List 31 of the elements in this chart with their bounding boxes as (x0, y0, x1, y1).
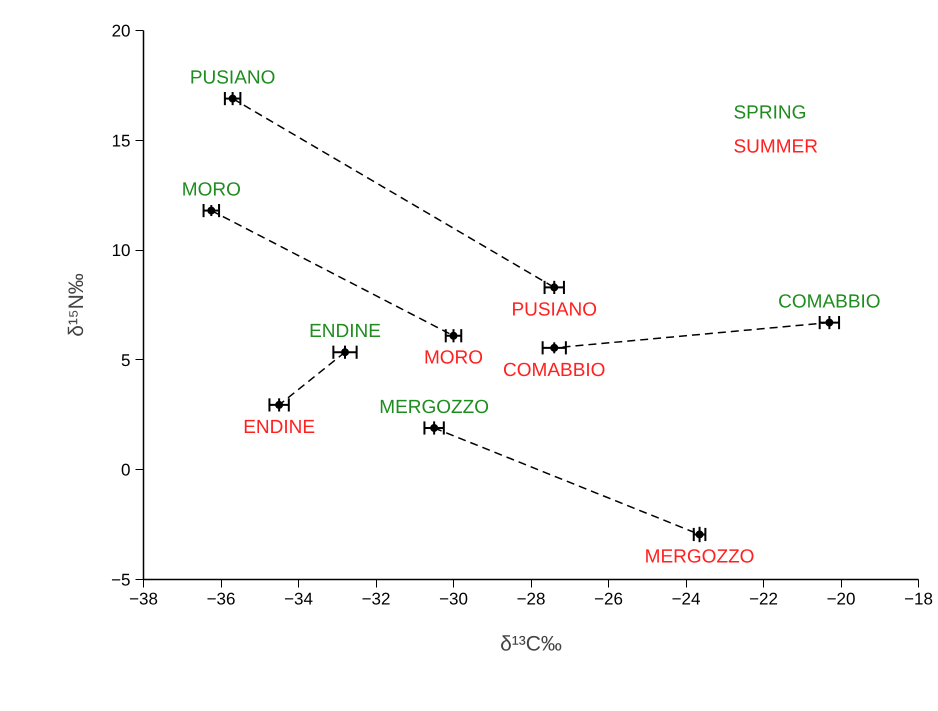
x-tick-label: −36 (206, 590, 236, 608)
x-tick-label: −18 (904, 590, 933, 608)
data-label: ENDINE (243, 416, 316, 438)
annotation: SPRING (734, 102, 806, 124)
x-tick-label: −28 (516, 590, 546, 608)
x-tick-label: −26 (594, 590, 623, 608)
data-label: MERGOZZO (644, 546, 754, 568)
data-label: MORO (182, 180, 241, 201)
data-label: ENDINE (309, 321, 381, 342)
y-axis-title: δ¹⁵N‰ (65, 273, 88, 337)
data-label: PUSIANO (511, 299, 598, 320)
x-tick-label: −34 (284, 590, 313, 608)
x-tick-label: −24 (672, 590, 700, 608)
data-label: MERGOZZO (379, 396, 490, 418)
y-tick-label: 10 (112, 241, 131, 260)
data-label: PUSIANO (190, 68, 276, 89)
y-tick-label: 20 (112, 22, 131, 40)
y-tick-label: 0 (121, 460, 131, 480)
x-tick-label: −38 (129, 590, 158, 608)
y-tick-label: 15 (112, 131, 131, 150)
x-tick-label: −30 (439, 590, 468, 608)
x-tick-label: −22 (749, 590, 778, 608)
x-tick-label: −20 (826, 590, 856, 608)
annotation: SUMMER (734, 136, 818, 158)
data-label: MORO (424, 348, 484, 369)
x-tick-label: −32 (362, 590, 390, 608)
data-label: COMABBIO (503, 360, 606, 381)
data-label: COMABBIO (778, 292, 881, 313)
y-tick-label: 5 (121, 350, 131, 370)
x-axis-title: δ¹³C‰ (500, 632, 562, 656)
y-tick-label: −5 (111, 570, 131, 590)
